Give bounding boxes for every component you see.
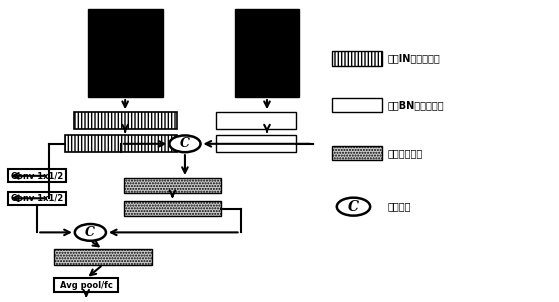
Bar: [88, 9, 163, 97]
Bar: [216, 112, 296, 129]
Text: 通道强化模块: 通道强化模块: [388, 148, 423, 158]
Bar: [235, 9, 299, 97]
Text: C: C: [180, 137, 190, 150]
Bar: [74, 112, 177, 129]
Bar: [54, 249, 151, 265]
Bar: [8, 192, 67, 205]
Circle shape: [75, 224, 106, 241]
Bar: [8, 169, 67, 182]
Bar: [333, 146, 382, 160]
Bar: [124, 201, 221, 216]
Text: Conv 1x1/2: Conv 1x1/2: [11, 194, 63, 203]
Text: 使用BN的残差模块: 使用BN的残差模块: [388, 100, 444, 110]
Text: 拼接操作: 拼接操作: [388, 202, 411, 212]
Bar: [65, 135, 177, 152]
Circle shape: [337, 198, 370, 216]
Text: Avg pool/fc: Avg pool/fc: [60, 281, 113, 290]
Bar: [124, 178, 221, 193]
Text: C: C: [348, 200, 359, 214]
Bar: [333, 98, 382, 112]
Text: Conv 1x1/2: Conv 1x1/2: [11, 171, 63, 180]
Bar: [216, 135, 296, 152]
Circle shape: [169, 135, 201, 152]
Text: C: C: [86, 226, 96, 239]
Bar: [333, 51, 382, 66]
Text: 使用IN的残差模块: 使用IN的残差模块: [388, 53, 440, 63]
Bar: [54, 278, 118, 292]
